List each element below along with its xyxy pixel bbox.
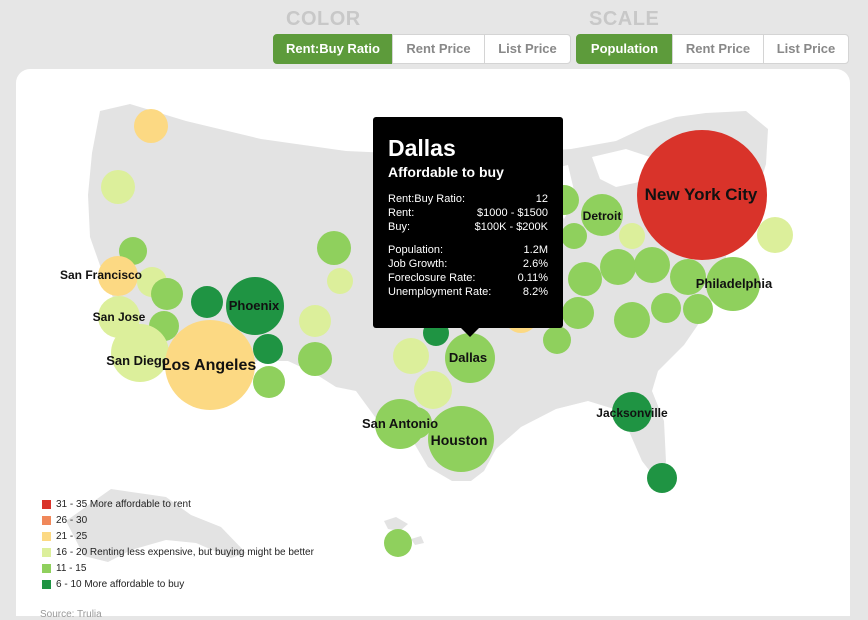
city-bubble[interactable] [445, 333, 495, 383]
city-bubble[interactable] [619, 223, 645, 249]
legend-item: 31 - 35 More affordable to rent [42, 496, 314, 512]
city-bubble[interactable] [98, 256, 138, 296]
legend-item: 11 - 15 [42, 560, 314, 576]
city-bubble[interactable] [706, 257, 760, 311]
legend-item: 16 - 20 Renting less expensive, but buyi… [42, 544, 314, 560]
color-rent-price-button[interactable]: Rent Price [392, 34, 485, 64]
tooltip-city-name: Dallas [388, 135, 456, 161]
legend-swatch [42, 499, 51, 509]
city-bubble[interactable] [757, 217, 793, 253]
legend-swatch [42, 515, 51, 525]
city-label: Detroit [583, 209, 622, 223]
city-bubble[interactable] [327, 268, 353, 294]
color-group-title: COLOR [286, 8, 361, 30]
scale-group-title: SCALE [589, 8, 660, 30]
city-bubble[interactable] [614, 302, 650, 338]
city-label: Jacksonville [596, 406, 668, 420]
city-bubble[interactable] [414, 371, 452, 409]
city-bubble[interactable] [600, 249, 636, 285]
legend-swatch [42, 563, 51, 573]
legend-swatch [42, 547, 51, 557]
tooltip-subtitle: Affordable to buy [388, 164, 504, 180]
city-label: Houston [431, 432, 488, 448]
city-bubble[interactable] [253, 366, 285, 398]
tooltip-row: Buy: $100K - $200K [388, 221, 548, 233]
city-bubble[interactable] [562, 297, 594, 329]
city-bubble[interactable] [384, 529, 412, 557]
city-bubble[interactable] [683, 294, 713, 324]
city-bubble[interactable] [637, 130, 767, 260]
legend-item: 6 - 10 More affordable to buy [42, 576, 314, 592]
city-label: San Francisco [60, 268, 142, 282]
map-panel: San Francisco San Jose San Diego Los Angele… [16, 69, 850, 616]
scale-button-group: Population Rent Price List Price [576, 34, 849, 64]
city-label: Phoenix [229, 298, 280, 313]
city-label: San Diego [106, 353, 170, 368]
city-bubble[interactable] [253, 334, 283, 364]
tooltip-row: Foreclosure Rate: 0.11% [388, 272, 548, 284]
color-rent-buy-ratio-button[interactable]: Rent:Buy Ratio [273, 34, 393, 64]
city-bubble[interactable] [111, 324, 169, 382]
legend-swatch [42, 531, 51, 541]
tooltip-row: Rent:Buy Ratio: 12 [388, 193, 548, 205]
city-label: New York City [645, 185, 758, 204]
scale-population-button[interactable]: Population [576, 34, 673, 64]
city-bubble[interactable] [299, 305, 331, 337]
city-label: Philadelphia [696, 276, 773, 291]
city-bubble[interactable] [375, 399, 425, 449]
city-bubble[interactable] [393, 338, 429, 374]
city-bubble[interactable] [151, 278, 183, 310]
city-bubble[interactable] [670, 259, 706, 295]
city-bubble[interactable] [317, 231, 351, 265]
source-footer: Source: Trulia [40, 609, 102, 620]
city-label: Los Angeles [162, 357, 257, 374]
tooltip-row: Job Growth: 2.6% [388, 258, 548, 270]
city-bubble[interactable] [298, 342, 332, 376]
legend-item: 26 - 30 [42, 512, 314, 528]
city-bubble[interactable] [634, 247, 670, 283]
color-button-group: Rent:Buy Ratio Rent Price List Price [273, 34, 571, 64]
city-tooltip: Dallas Affordable to buy Rent:Buy Ratio:… [373, 117, 563, 337]
city-bubble[interactable] [134, 109, 168, 143]
city-bubble[interactable] [581, 194, 623, 236]
city-bubble[interactable] [165, 320, 255, 410]
legend-item: 21 - 25 [42, 528, 314, 544]
city-bubble[interactable] [612, 392, 652, 432]
legend: 31 - 35 More affordable to rent 26 - 30 … [42, 496, 314, 592]
city-bubble[interactable] [568, 262, 602, 296]
city-label: Dallas [449, 350, 487, 365]
tooltip-row: Population: 1.2M [388, 244, 548, 256]
city-label: San Antonio [362, 416, 438, 431]
city-bubble[interactable] [647, 463, 677, 493]
city-bubble[interactable] [543, 326, 571, 354]
city-bubble[interactable] [651, 293, 681, 323]
tooltip-row: Unemployment Rate: 8.2% [388, 286, 548, 298]
legend-swatch [42, 579, 51, 589]
color-list-price-button[interactable]: List Price [484, 34, 571, 64]
city-label: San Jose [93, 310, 146, 324]
scale-rent-price-button[interactable]: Rent Price [672, 34, 764, 64]
city-bubble[interactable] [428, 406, 494, 472]
city-bubble[interactable] [191, 286, 223, 318]
city-bubble[interactable] [226, 277, 284, 335]
city-bubble[interactable] [101, 170, 135, 204]
tooltip-row: Rent: $1000 - $1500 [388, 207, 548, 219]
scale-list-price-button[interactable]: List Price [763, 34, 849, 64]
city-bubble[interactable] [561, 223, 587, 249]
